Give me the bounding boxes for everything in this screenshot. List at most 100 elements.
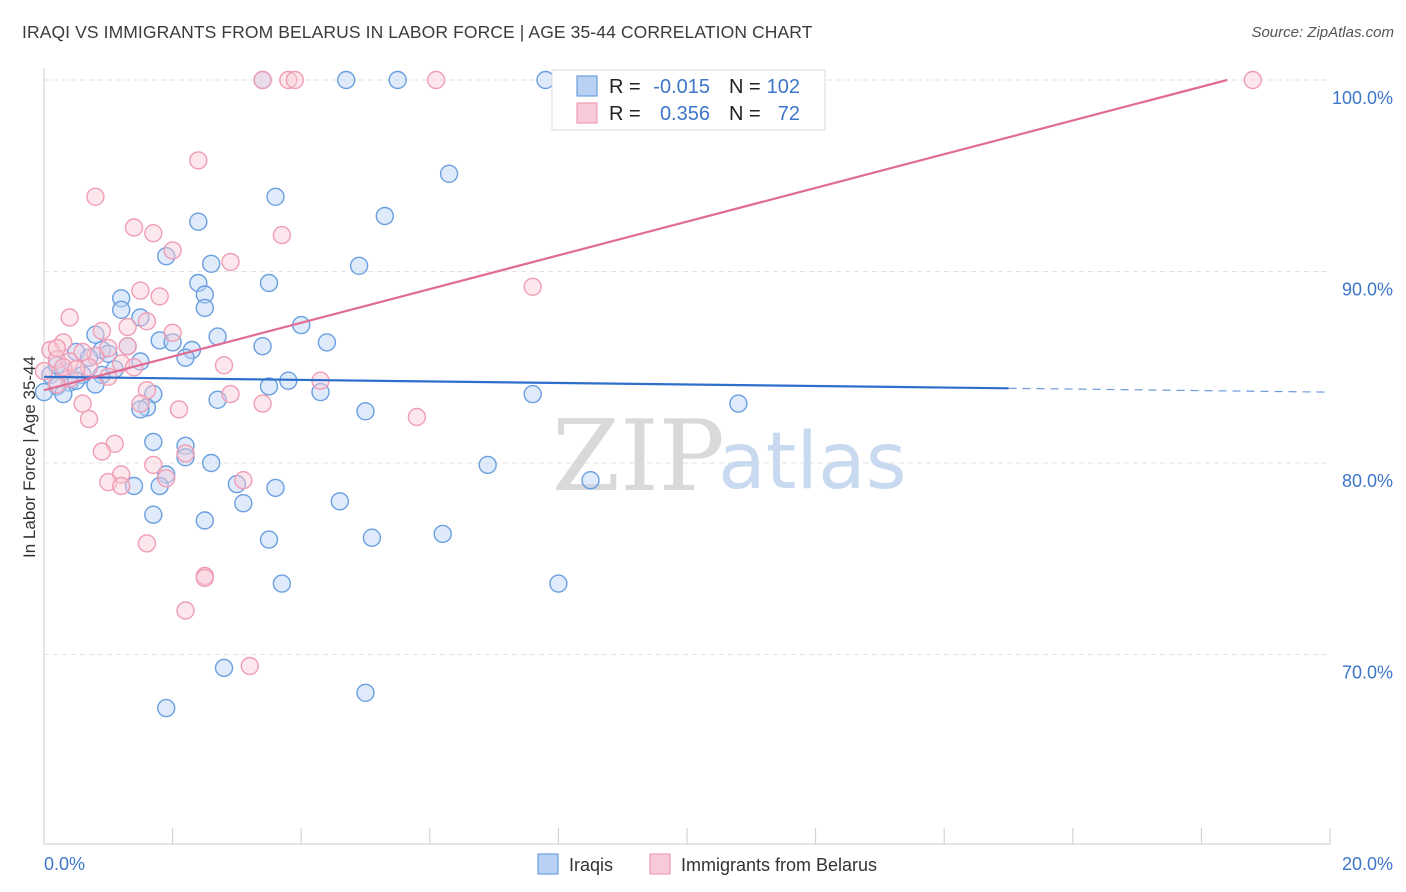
data-points [34,70,1263,718]
chart-title: IRAQI VS IMMIGRANTS FROM BELARUS IN LABO… [22,22,813,42]
data-point [99,338,118,358]
data-point [144,455,163,475]
data-point [111,476,131,496]
stats-n-label: N = [729,76,761,98]
data-point [131,394,150,413]
data-point [317,333,337,352]
data-point [86,187,105,207]
data-point [118,337,137,356]
data-point [375,206,394,226]
data-point [189,151,208,170]
data-point [201,254,221,273]
series-legend-label: Iraqis [569,855,613,875]
data-point [144,505,163,524]
data-point [234,471,253,490]
watermark: ZIP atlas [552,400,907,514]
y-tick-label: 100.0% [1332,88,1393,108]
data-point [163,241,182,260]
watermark-zip: ZIP [552,400,725,514]
data-point [92,442,112,461]
data-point [214,356,234,375]
trend-line-0 [43,375,1009,390]
data-point [439,164,459,184]
data-point [259,273,279,293]
data-point [144,223,163,243]
chart-source: Source: ZipAtlas.com [1251,24,1394,41]
data-point [581,471,600,490]
stats-legend-swatch [576,75,598,97]
data-point [79,409,99,429]
data-point [478,455,497,475]
data-point [66,360,86,379]
series-legend-swatch [537,853,559,875]
data-point [234,494,253,513]
data-point [356,683,375,702]
data-point [195,511,215,530]
y-tick-labels: 100.0% 90.0% 80.0% 70.0% [1332,88,1393,683]
data-point [163,333,182,352]
data-point [536,70,555,90]
data-point [156,469,176,488]
axes [43,68,1331,845]
x-tick-labels: 0.0% 20.0% [44,854,1393,874]
data-point [137,534,157,553]
data-point [169,400,189,419]
data-point [92,321,112,341]
data-point [349,256,369,275]
data-point [266,478,285,498]
y-tick-label: 70.0% [1342,663,1393,683]
data-point [189,273,208,293]
data-point [144,432,163,452]
stats-n-value: 102 [767,76,800,98]
x-tick-label-max: 20.0% [1342,854,1393,874]
stats-legend: R = -0.015 N = 102 R = 0.356 N = 72 [551,69,826,131]
data-point [156,698,176,718]
data-point [272,225,292,245]
trend-line-1 [43,78,1228,392]
data-point [201,453,221,473]
data-point [1243,70,1263,90]
data-point [272,574,292,593]
data-point [73,342,92,362]
stats-r-label: R = [609,76,641,98]
data-point [111,300,131,319]
data-point [523,277,542,296]
data-point [407,407,427,427]
series-legend: Iraqis Immigrants from Belarus [537,853,877,875]
stats-r-label: R = [609,103,641,125]
watermark-atlas: atlas [718,417,907,507]
stats-legend-swatch [576,102,598,124]
data-point [253,394,272,413]
data-point [189,212,208,231]
data-point [330,492,349,511]
data-point [266,187,285,207]
data-point [163,323,182,342]
data-point [240,656,260,676]
gridlines [44,79,1330,655]
data-point [131,400,150,419]
data-point [253,70,272,90]
y-tick-label: 90.0% [1342,280,1393,300]
data-point [729,394,748,413]
data-point [356,402,375,421]
data-point [337,70,356,90]
data-point [195,298,215,318]
data-point [124,476,144,496]
data-point [362,528,382,547]
data-point [285,70,304,90]
data-point [195,285,215,304]
data-point [253,337,272,356]
data-point [221,384,240,404]
series-legend-label: Immigrants from Belarus [681,855,877,875]
data-point [427,70,446,90]
data-point [176,444,195,463]
x-tick-label-min: 0.0% [44,854,85,874]
data-point [73,394,92,413]
series-0-points [34,70,748,718]
data-point [137,312,157,331]
series-legend-swatch [649,853,671,875]
data-point [279,70,298,90]
data-point [195,568,215,588]
series-1-points [34,70,1263,676]
